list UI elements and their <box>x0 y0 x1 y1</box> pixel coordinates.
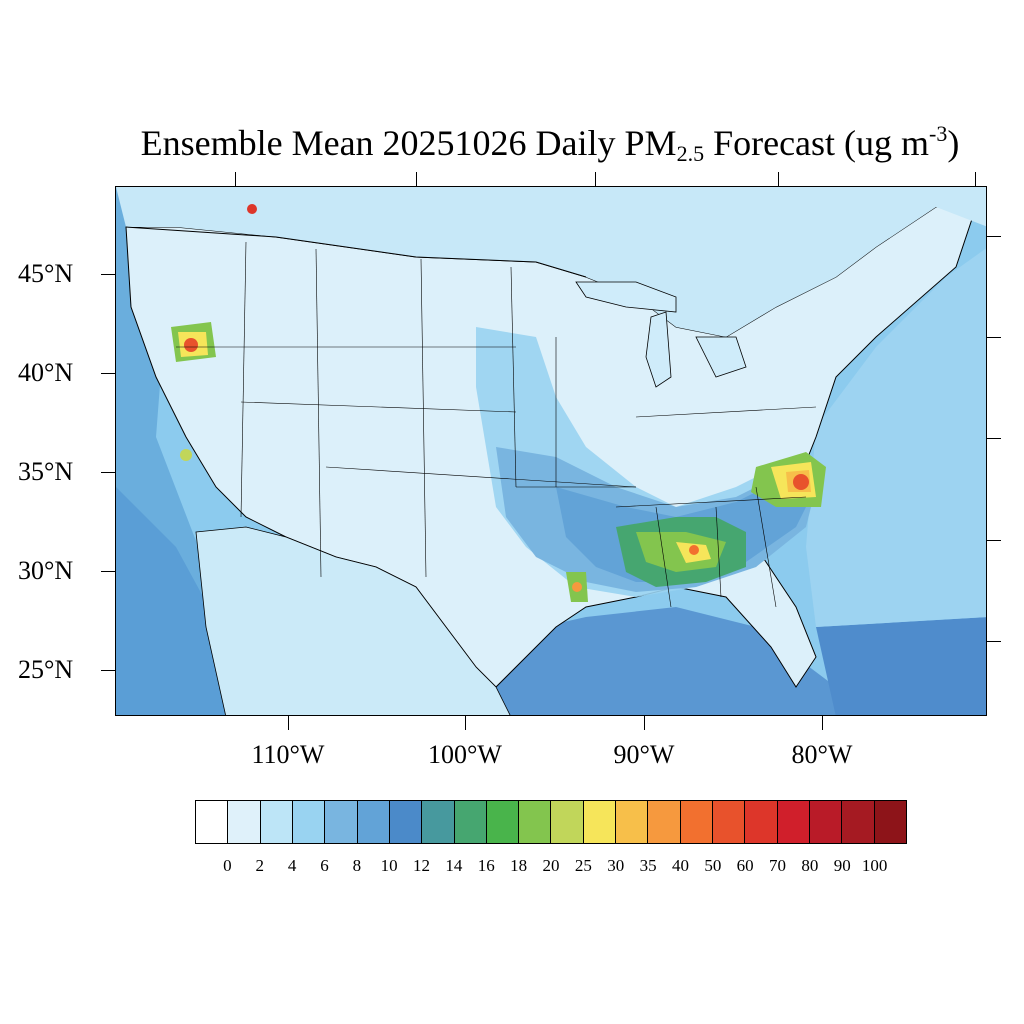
caribbean-sea <box>816 617 986 715</box>
map-plot-area <box>115 186 987 716</box>
colorbar-swatch <box>713 801 746 843</box>
right-tick <box>987 641 1001 642</box>
oregon-hotspot-core <box>184 338 198 352</box>
colorbar-swatch <box>745 801 778 843</box>
colorbar-label: 4 <box>287 856 297 875</box>
colorbar-swatch <box>292 801 326 843</box>
colorbar-label: 2 <box>255 856 264 875</box>
canada-border <box>125 226 587 278</box>
colorbar-swatch <box>519 801 552 843</box>
colorbar-swatch <box>648 801 681 843</box>
left-tick <box>101 571 115 572</box>
right-tick <box>987 438 1001 439</box>
left-tick <box>101 472 115 473</box>
carolina-hotspot-core <box>793 474 809 490</box>
latitude-label-40n: 40°N <box>18 358 74 387</box>
colorbar-swatch <box>680 801 713 843</box>
latitude-label-30n: 30°N <box>18 556 74 585</box>
colorbar-label: 6 <box>320 856 329 875</box>
lake-huron <box>695 336 747 378</box>
top-tick <box>975 172 976 186</box>
colorbar-label: 80 <box>801 856 819 875</box>
left-tick <box>101 670 115 671</box>
colorbar-label: 50 <box>704 856 722 875</box>
colorbar-swatch <box>486 801 520 843</box>
southeast-hotspot-core <box>689 545 699 555</box>
louisiana-hotspot-core <box>572 582 582 592</box>
colorbar-swatch <box>357 801 390 843</box>
colorbar-label: 30 <box>607 856 625 875</box>
latitude-label-35n: 35°N <box>18 457 74 486</box>
colorbar-label: 0 <box>223 856 232 875</box>
top-tick <box>778 172 779 186</box>
colorbar-swatch <box>616 801 649 843</box>
colorbar-swatch <box>551 801 584 843</box>
colorbar-labels: 0 2 4 6 8 10 12 14 16 18 20 25 30 35 40 50 60 70 80 90 100 <box>195 856 907 878</box>
colorbar-swatch <box>583 801 617 843</box>
colorbar-swatch <box>874 801 906 843</box>
colorbar-label: 70 <box>769 856 787 875</box>
colorbar-swatch <box>196 801 229 843</box>
colorbar-label: 60 <box>736 856 754 875</box>
montana-hotspot <box>247 204 257 214</box>
bottom-tick <box>288 716 289 730</box>
colorbar-label: 18 <box>510 856 528 875</box>
gulf-of-mexico <box>486 607 911 715</box>
right-tick <box>987 540 1001 541</box>
longitude-label-100w: 100°W <box>428 740 502 769</box>
colorbar-swatch <box>389 801 423 843</box>
longitude-label-110w: 110°W <box>251 740 325 769</box>
colorbar-label: 8 <box>352 856 362 875</box>
colorbar-label: 20 <box>542 856 560 875</box>
lake-michigan <box>645 311 672 388</box>
colorbar-label: 16 <box>477 856 495 875</box>
mexico-landmass <box>195 526 511 715</box>
colorbar-swatch <box>422 801 455 843</box>
pm25-map <box>116 187 986 715</box>
left-tick <box>101 373 115 374</box>
top-tick <box>235 172 236 186</box>
colorbar-swatch <box>260 801 293 843</box>
colorbar-label: 35 <box>639 856 657 875</box>
california-hotspot <box>180 449 192 461</box>
colorbar-label: 12 <box>413 856 431 875</box>
left-tick <box>101 274 115 275</box>
atlantic-ocean <box>806 248 986 627</box>
colorbar-label: 10 <box>380 856 398 875</box>
colorbar-label: 25 <box>574 856 592 875</box>
top-tick <box>595 172 596 186</box>
colorbar-label: 14 <box>445 856 463 875</box>
lake-superior <box>575 281 677 313</box>
map-title: Ensemble Mean 20251026 Daily PM2.5 Forec… <box>140 121 960 166</box>
colorbar-swatch <box>842 801 875 843</box>
colorbar-swatch <box>228 801 261 843</box>
longitude-label-80w: 80°W <box>791 740 853 769</box>
colorbar-label: 100 <box>861 856 888 875</box>
right-tick <box>987 337 1001 338</box>
bottom-tick <box>465 716 466 730</box>
bottom-tick <box>644 716 645 730</box>
colorbar-label: 90 <box>833 856 851 875</box>
right-tick <box>987 236 1001 237</box>
colorbar-swatch <box>325 801 358 843</box>
colorbar-label: 40 <box>671 856 689 875</box>
latitude-label-45n: 45°N <box>18 259 74 288</box>
canada-landmass <box>116 187 986 337</box>
state-boundaries <box>176 241 817 608</box>
longitude-label-90w: 90°W <box>613 740 675 769</box>
colorbar-swatch <box>809 801 843 843</box>
bottom-tick <box>822 716 823 730</box>
latitude-label-25n: 25°N <box>18 655 74 684</box>
colorbar-swatch <box>454 801 487 843</box>
colorbar <box>195 800 907 844</box>
colorbar-swatch <box>777 801 810 843</box>
top-tick <box>416 172 417 186</box>
